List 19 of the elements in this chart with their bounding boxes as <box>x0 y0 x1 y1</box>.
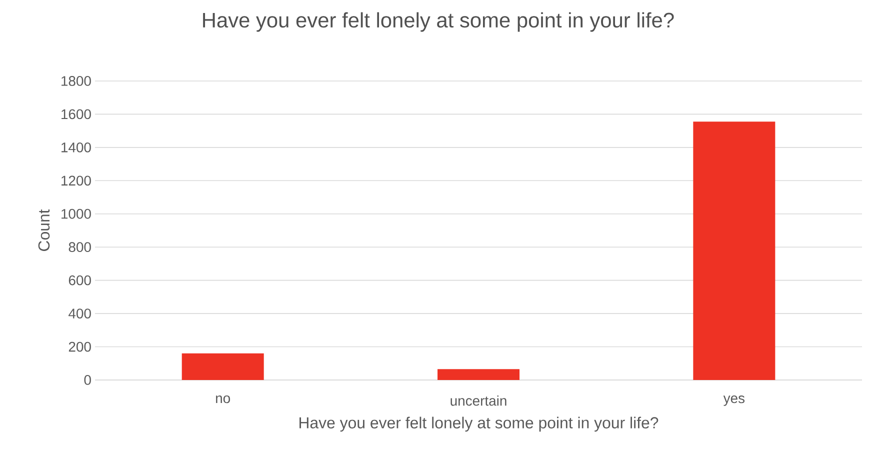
y-tick-label: 600 <box>68 275 91 286</box>
bar <box>693 122 776 380</box>
y-tick-label: 1400 <box>62 142 91 152</box>
y-tick-label: 1200 <box>62 176 91 186</box>
x-axis-title: Have you ever felt lonely at some point in your life? <box>300 416 658 432</box>
x-tick-label: yes <box>723 395 745 406</box>
y-tick-label: 1800 <box>62 76 91 86</box>
y-axis-title: Count <box>38 209 50 251</box>
chart-title: Have you ever felt lonely at some point in your life? <box>203 12 674 32</box>
y-tick-label: 1000 <box>62 208 91 219</box>
y-tick-label: 200 <box>68 342 91 352</box>
bar <box>182 353 264 380</box>
y-tick-label: 400 <box>68 308 91 318</box>
bar <box>438 369 520 380</box>
y-tick-label: 0 <box>84 375 91 385</box>
x-tick-label: no <box>216 395 230 404</box>
y-tick-label: 800 <box>68 242 91 252</box>
x-tick-label: uncertain <box>450 396 506 406</box>
y-tick-label: 1600 <box>62 109 91 120</box>
